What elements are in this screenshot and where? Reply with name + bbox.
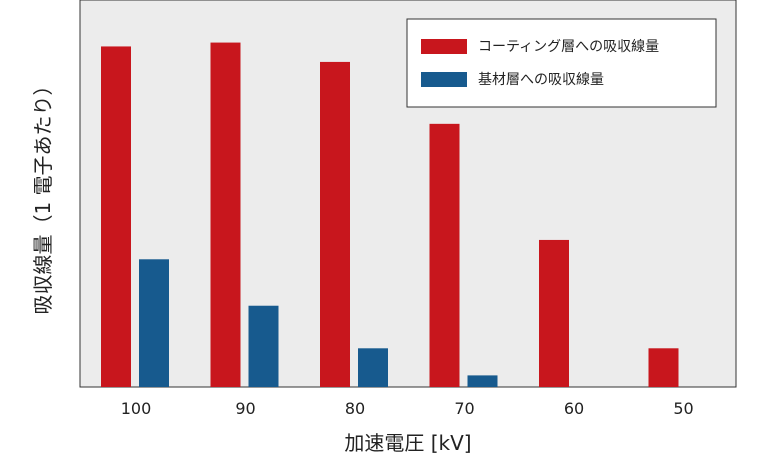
legend-label-coating: コーティング層への吸収線量 [478,39,659,55]
legend-label-substrate: 基材層への吸収線量 [478,71,604,88]
legend-swatch-substrate [421,72,467,87]
x-tick-label-80: 80 [345,399,365,418]
bar-coating-50 [648,348,679,387]
legend-swatch-coating [421,39,467,54]
x-tick-labels: 100 90 80 70 60 50 [121,399,694,418]
x-tick-label-60: 60 [564,399,584,418]
x-axis-title: 加速電圧 [kV] [344,431,471,455]
y-axis-title: 吸収線量（1 電子あたり） [31,75,55,314]
bar-substrate-70 [467,375,498,387]
legend-box [406,18,717,108]
x-tick-label-70: 70 [454,399,474,418]
bar-coating-100 [101,46,131,387]
bar-coating-80 [320,61,350,388]
x-tick-label-50: 50 [673,399,693,418]
bar-coating-90 [210,42,241,387]
bars [101,42,679,388]
bar-substrate-90 [248,305,279,387]
bar-substrate-100 [139,259,169,387]
x-tick-label-90: 90 [235,399,255,418]
bar-substrate-80 [358,348,388,387]
bar-coating-60 [539,239,569,387]
x-tick-label-100: 100 [121,399,152,418]
bar-coating-70 [429,123,460,387]
legend: コーティング層への吸収線量 基材層への吸収線量 [406,18,717,108]
